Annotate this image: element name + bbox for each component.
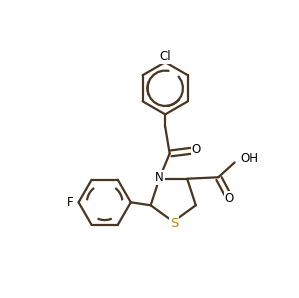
Text: O: O <box>192 142 201 156</box>
Text: O: O <box>225 193 234 205</box>
Text: N: N <box>155 171 164 184</box>
Text: OH: OH <box>240 152 258 165</box>
Text: Cl: Cl <box>159 50 171 63</box>
Text: S: S <box>170 217 178 230</box>
Text: F: F <box>67 196 73 209</box>
